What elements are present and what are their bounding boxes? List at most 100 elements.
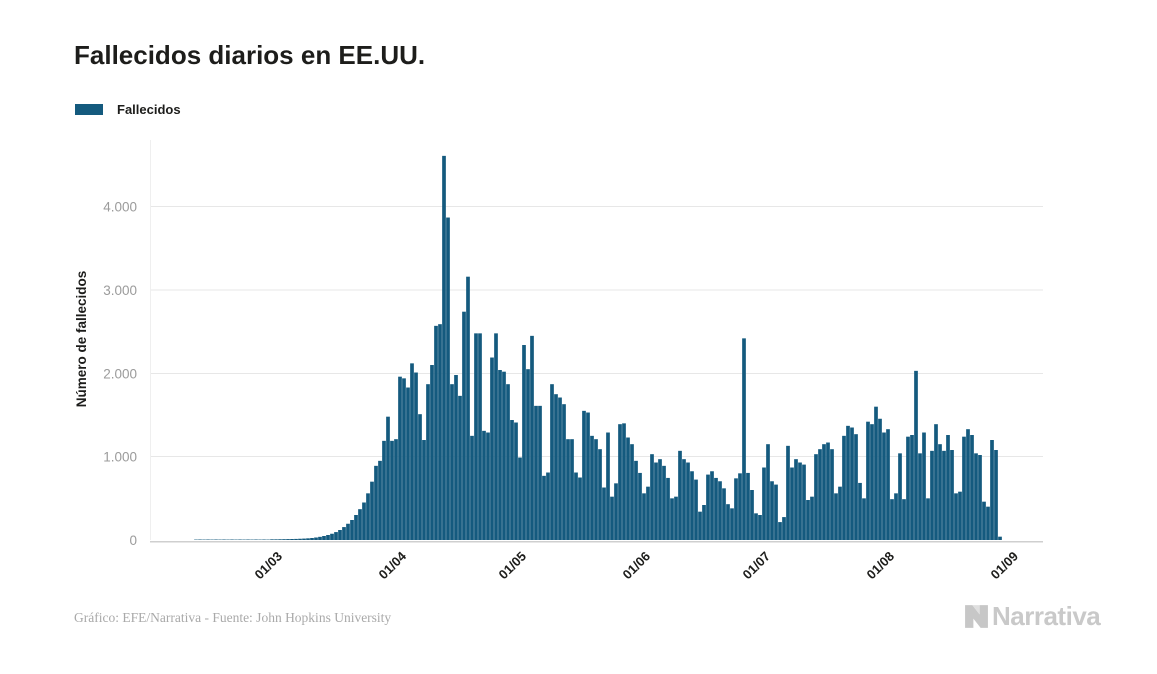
bar[interactable] xyxy=(550,384,554,540)
bar[interactable] xyxy=(562,404,566,540)
bar[interactable] xyxy=(306,538,310,540)
bar[interactable] xyxy=(290,539,294,540)
bar[interactable] xyxy=(350,520,354,540)
bar[interactable] xyxy=(606,432,610,540)
bar[interactable] xyxy=(246,539,250,541)
bar[interactable] xyxy=(758,515,762,540)
bar[interactable] xyxy=(602,487,606,540)
bar[interactable] xyxy=(482,430,486,540)
bar[interactable] xyxy=(790,467,794,540)
bar[interactable] xyxy=(330,533,334,540)
bar[interactable] xyxy=(742,338,746,540)
bar[interactable] xyxy=(374,465,378,540)
bar[interactable] xyxy=(530,335,534,540)
bar[interactable] xyxy=(590,435,594,540)
bar[interactable] xyxy=(526,369,530,540)
bar[interactable] xyxy=(470,435,474,540)
bar[interactable] xyxy=(222,539,226,541)
bar[interactable] xyxy=(422,440,426,540)
bar[interactable] xyxy=(802,464,806,540)
bar[interactable] xyxy=(282,539,286,540)
legend-item-fallecidos[interactable]: Fallecidos xyxy=(75,102,181,117)
bar[interactable] xyxy=(898,453,902,540)
bar[interactable] xyxy=(430,365,434,540)
bar[interactable] xyxy=(906,436,910,540)
bar[interactable] xyxy=(814,454,818,540)
bar[interactable] xyxy=(718,481,722,540)
bar[interactable] xyxy=(354,515,358,540)
bar[interactable] xyxy=(994,450,998,540)
bar[interactable] xyxy=(890,499,894,540)
bar[interactable] xyxy=(942,450,946,540)
bar[interactable] xyxy=(538,405,542,540)
bar[interactable] xyxy=(762,467,766,540)
bar[interactable] xyxy=(686,462,690,540)
bar[interactable] xyxy=(914,370,918,540)
bar[interactable] xyxy=(658,459,662,540)
bar[interactable] xyxy=(450,384,454,540)
bar[interactable] xyxy=(390,440,394,540)
bar[interactable] xyxy=(498,370,502,540)
bar[interactable] xyxy=(766,444,770,540)
bar[interactable] xyxy=(998,536,1002,540)
bar[interactable] xyxy=(198,539,202,541)
bar[interactable] xyxy=(462,311,466,540)
bar[interactable] xyxy=(262,539,266,541)
bar[interactable] xyxy=(834,493,838,540)
bar[interactable] xyxy=(846,425,850,540)
bar[interactable] xyxy=(398,376,402,540)
bar[interactable] xyxy=(442,155,446,540)
bar[interactable] xyxy=(238,539,242,541)
bar[interactable] xyxy=(406,387,410,540)
bar[interactable] xyxy=(886,429,890,540)
bar[interactable] xyxy=(558,397,562,540)
bar[interactable] xyxy=(982,501,986,540)
bar[interactable] xyxy=(458,395,462,540)
bar[interactable] xyxy=(750,490,754,540)
bar[interactable] xyxy=(294,538,298,540)
bar[interactable] xyxy=(866,421,870,540)
bar[interactable] xyxy=(510,420,514,540)
bar[interactable] xyxy=(630,444,634,540)
bar[interactable] xyxy=(882,432,886,540)
bar[interactable] xyxy=(534,405,538,540)
bar[interactable] xyxy=(990,440,994,540)
bar[interactable] xyxy=(542,475,546,540)
bar[interactable] xyxy=(966,429,970,540)
bar[interactable] xyxy=(854,434,858,540)
bar[interactable] xyxy=(494,333,498,540)
bar[interactable] xyxy=(206,539,210,541)
bar[interactable] xyxy=(466,276,470,540)
bar[interactable] xyxy=(654,462,658,540)
bar[interactable] xyxy=(930,450,934,540)
bar[interactable] xyxy=(974,453,978,540)
bar[interactable] xyxy=(618,424,622,540)
bar[interactable] xyxy=(878,418,882,540)
bar[interactable] xyxy=(862,498,866,540)
bar[interactable] xyxy=(674,496,678,540)
bar[interactable] xyxy=(754,513,758,540)
bar[interactable] xyxy=(298,538,302,540)
bar[interactable] xyxy=(414,372,418,540)
bar[interactable] xyxy=(546,472,550,540)
bar[interactable] xyxy=(586,412,590,540)
bar[interactable] xyxy=(358,509,362,540)
bar[interactable] xyxy=(382,440,386,540)
bar[interactable] xyxy=(626,437,630,540)
bar[interactable] xyxy=(894,493,898,540)
bar[interactable] xyxy=(342,527,346,540)
bar[interactable] xyxy=(302,538,306,540)
bar[interactable] xyxy=(486,432,490,540)
bar[interactable] xyxy=(818,449,822,540)
bar[interactable] xyxy=(370,481,374,540)
bar[interactable] xyxy=(902,499,906,540)
bar[interactable] xyxy=(622,423,626,540)
bar[interactable] xyxy=(514,422,518,540)
bar[interactable] xyxy=(698,511,702,540)
bar[interactable] xyxy=(822,444,826,540)
bar[interactable] xyxy=(270,539,274,540)
bar[interactable] xyxy=(438,324,442,540)
bar[interactable] xyxy=(778,522,782,540)
bar[interactable] xyxy=(910,435,914,540)
bar[interactable] xyxy=(662,465,666,540)
